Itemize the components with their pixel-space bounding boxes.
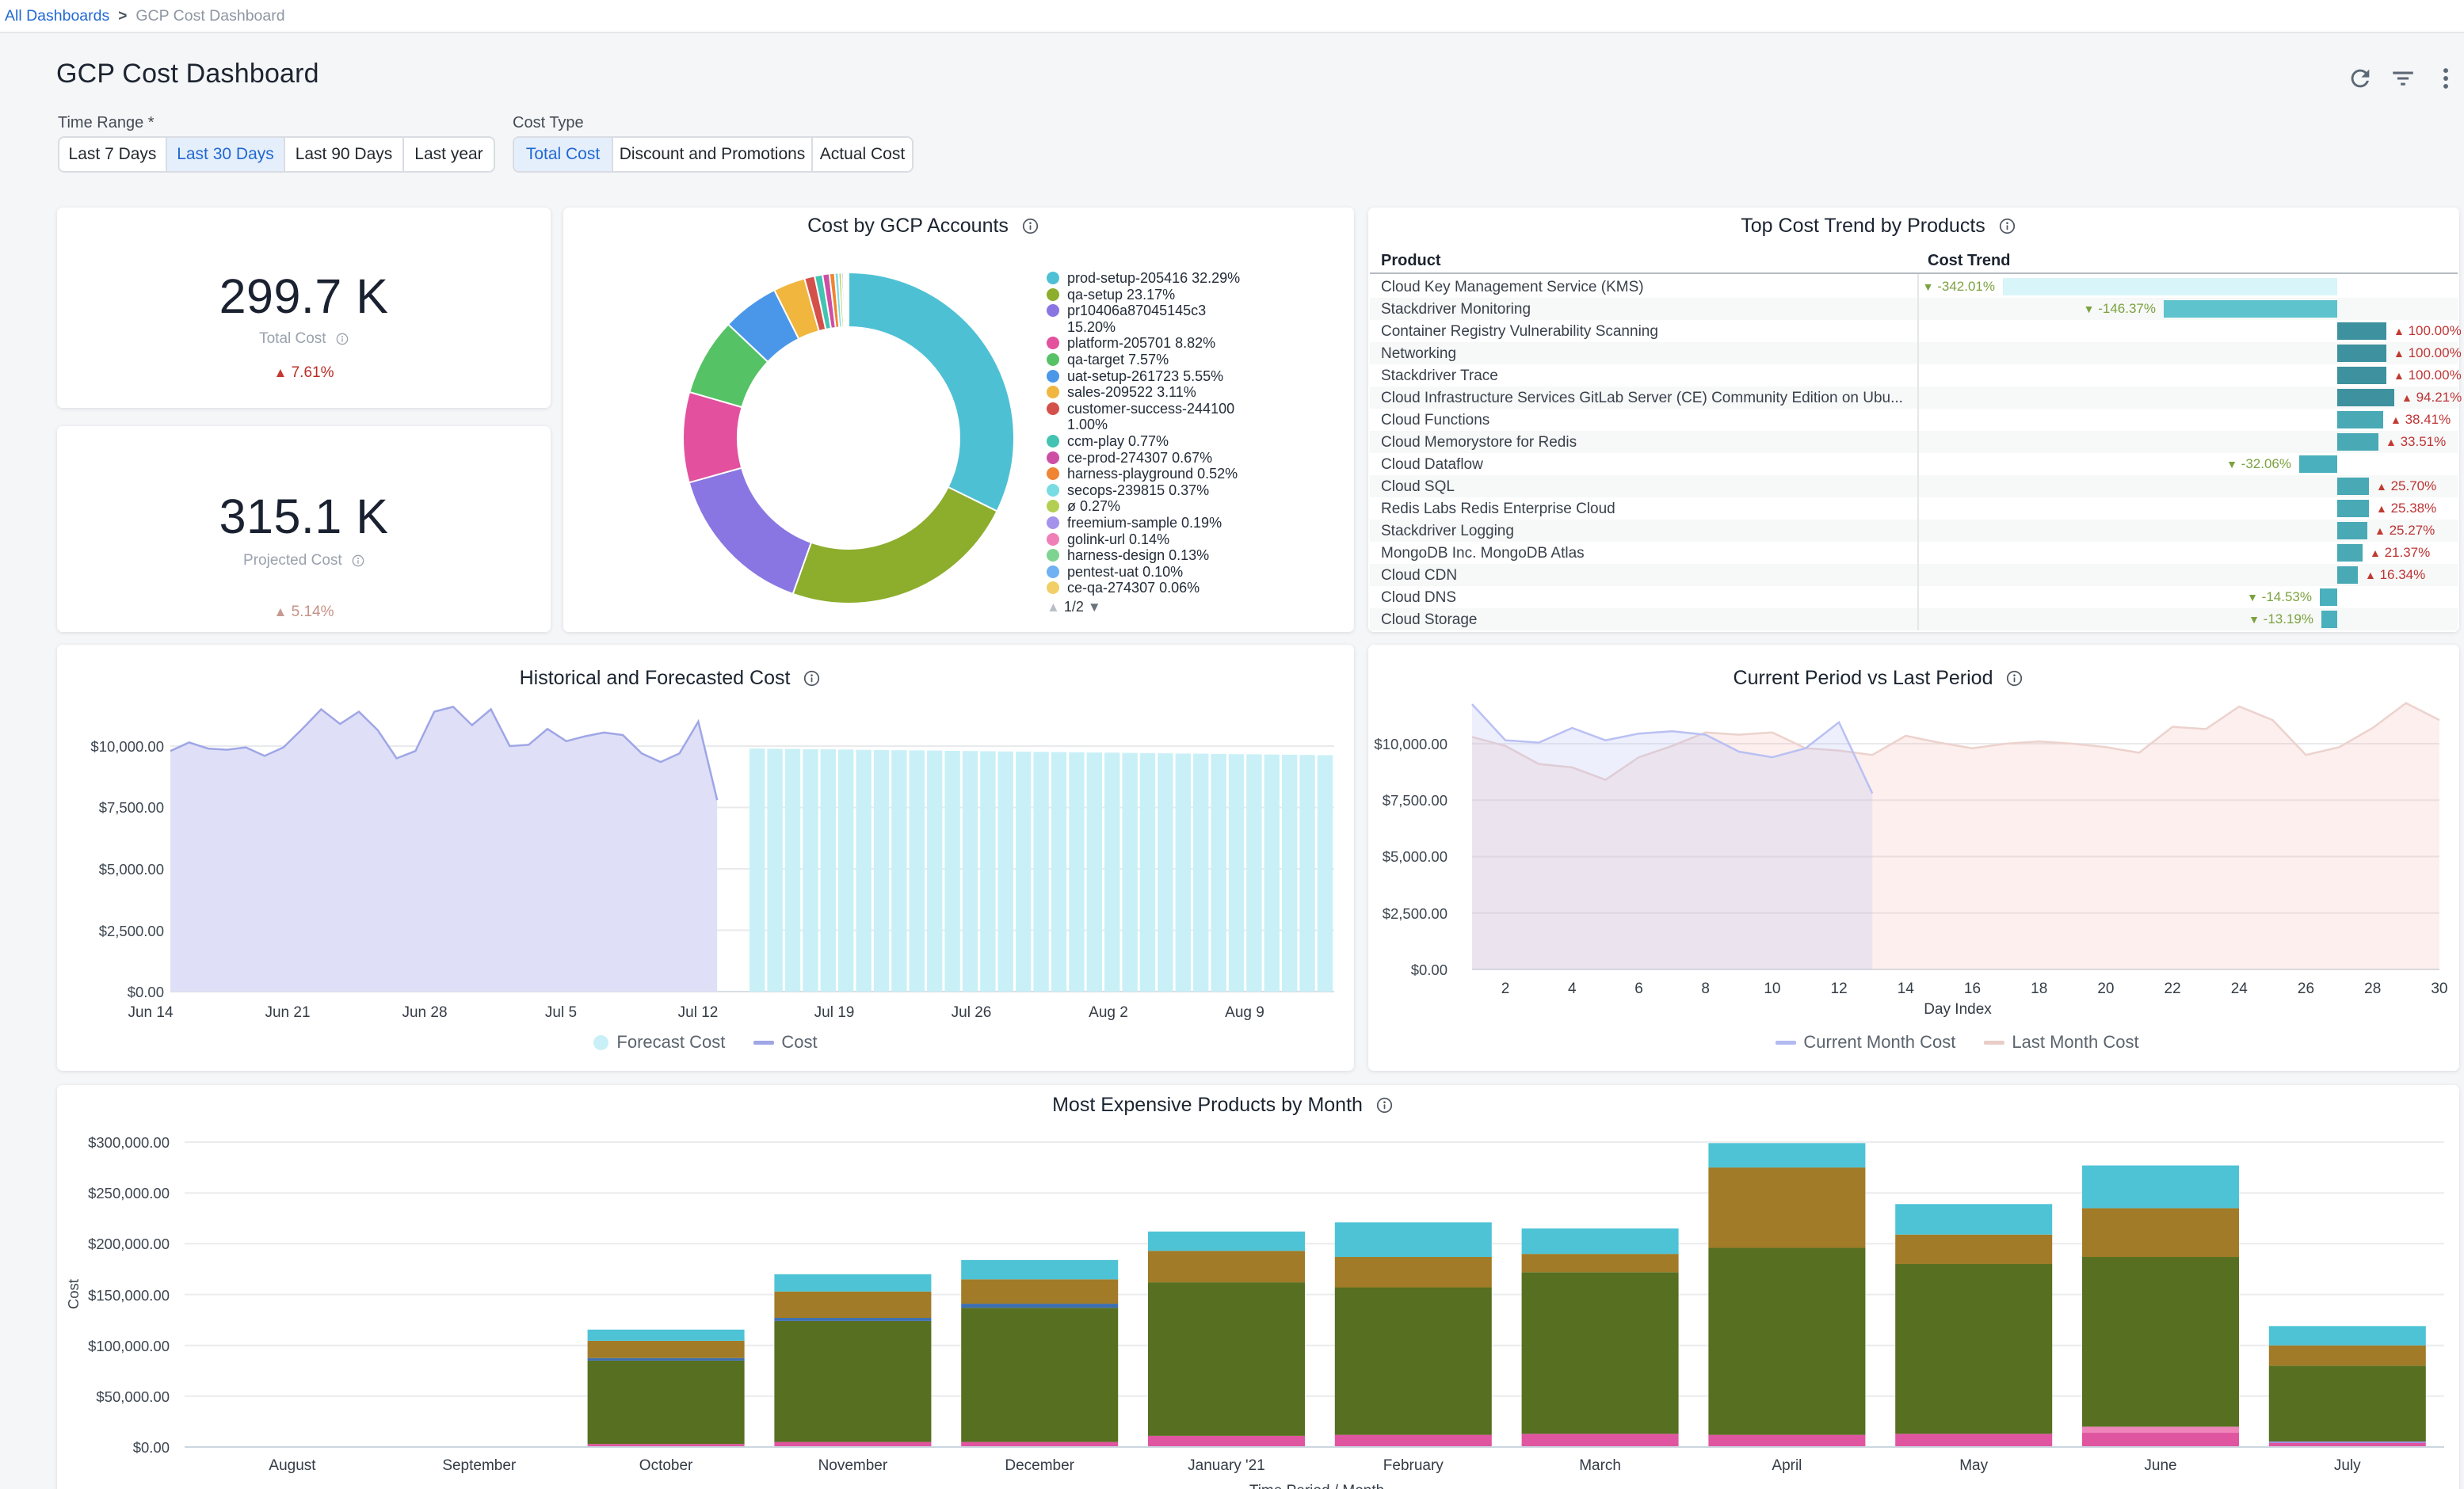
svg-text:Jul 26: Jul 26 <box>952 1004 992 1021</box>
svg-text:$100,000.00: $100,000.00 <box>88 1338 170 1354</box>
svg-text:8: 8 <box>1701 981 1710 997</box>
svg-text:$7,500.00: $7,500.00 <box>99 799 164 816</box>
svg-text:May: May <box>1959 1457 1988 1474</box>
svg-text:June: June <box>2144 1457 2176 1474</box>
svg-text:10: 10 <box>1764 981 1780 997</box>
svg-text:$0.00: $0.00 <box>133 1439 170 1456</box>
svg-text:$2,500.00: $2,500.00 <box>1383 905 1448 922</box>
svg-text:September: September <box>442 1457 517 1474</box>
svg-text:14: 14 <box>1898 981 1915 997</box>
svg-text:Aug 2: Aug 2 <box>1089 1004 1128 1021</box>
svg-text:$2,500.00: $2,500.00 <box>99 923 164 939</box>
svg-text:18: 18 <box>2031 981 2047 997</box>
svg-text:$300,000.00: $300,000.00 <box>88 1134 170 1151</box>
svg-text:Jun 28: Jun 28 <box>402 1004 447 1021</box>
svg-text:April: April <box>1772 1457 1802 1474</box>
svg-text:12: 12 <box>1831 981 1848 997</box>
svg-text:Jul 12: Jul 12 <box>678 1004 719 1021</box>
svg-text:22: 22 <box>2165 981 2181 997</box>
svg-text:$5,000.00: $5,000.00 <box>99 861 164 878</box>
svg-text:26: 26 <box>2298 981 2314 997</box>
svg-text:20: 20 <box>2097 981 2114 997</box>
svg-text:Jun 14: Jun 14 <box>128 1004 173 1021</box>
svg-text:6: 6 <box>1634 981 1643 997</box>
svg-text:Jul 19: Jul 19 <box>814 1004 855 1021</box>
svg-text:Aug 9: Aug 9 <box>1225 1004 1264 1021</box>
svg-text:Time Period / Month: Time Period / Month <box>1249 1483 1384 1489</box>
svg-text:Day Index: Day Index <box>1924 1001 1992 1018</box>
svg-text:July: July <box>2334 1457 2361 1474</box>
svg-text:$250,000.00: $250,000.00 <box>88 1185 170 1201</box>
svg-text:Jul 5: Jul 5 <box>545 1004 577 1021</box>
svg-text:November: November <box>818 1457 888 1474</box>
svg-text:$0.00: $0.00 <box>128 984 164 1000</box>
svg-text:$0.00: $0.00 <box>1411 962 1448 978</box>
svg-text:30: 30 <box>2431 981 2447 997</box>
svg-text:October: October <box>639 1457 693 1474</box>
svg-text:16: 16 <box>1964 981 1981 997</box>
svg-text:August: August <box>269 1457 316 1474</box>
svg-text:24: 24 <box>2231 981 2248 997</box>
svg-text:February: February <box>1383 1457 1444 1474</box>
svg-text:2: 2 <box>1501 981 1510 997</box>
svg-text:$5,000.00: $5,000.00 <box>1383 848 1448 865</box>
svg-text:March: March <box>1579 1457 1621 1474</box>
svg-text:December: December <box>1005 1457 1074 1474</box>
svg-text:28: 28 <box>2364 981 2381 997</box>
svg-text:Cost: Cost <box>65 1279 82 1309</box>
svg-text:$50,000.00: $50,000.00 <box>96 1388 170 1405</box>
svg-text:$10,000.00: $10,000.00 <box>1374 736 1448 752</box>
svg-text:$7,500.00: $7,500.00 <box>1383 792 1448 809</box>
svg-text:Jun 21: Jun 21 <box>265 1004 310 1021</box>
svg-text:4: 4 <box>1568 981 1577 997</box>
svg-text:$150,000.00: $150,000.00 <box>88 1287 170 1304</box>
svg-text:$200,000.00: $200,000.00 <box>88 1236 170 1252</box>
svg-text:January '21: January '21 <box>1188 1457 1265 1474</box>
svg-text:$10,000.00: $10,000.00 <box>90 738 164 755</box>
